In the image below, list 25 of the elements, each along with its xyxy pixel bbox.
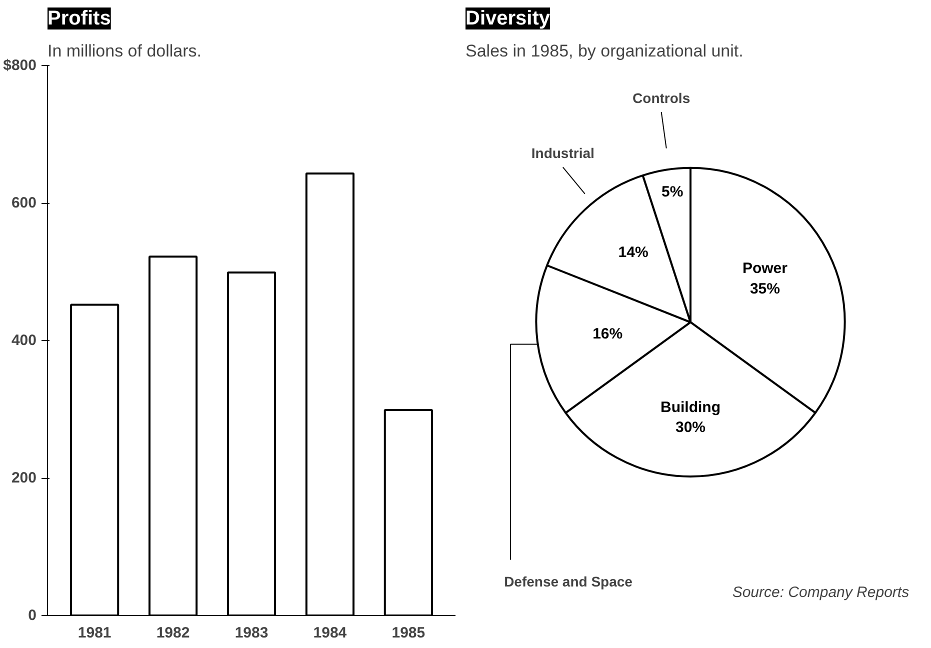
chart-subtitle: Sales in 1985, by organizational unit. <box>466 42 744 60</box>
chart-title: Diversity <box>466 8 551 30</box>
y-tick-label: 600 <box>11 194 37 212</box>
slice-label: Industrial <box>531 145 594 162</box>
slice-label: Building <box>660 398 721 416</box>
data-label: 14% <box>618 244 648 262</box>
data-label: 30% <box>675 419 706 436</box>
x-tick-label: 1983 <box>234 624 268 642</box>
y-tick-label: 400 <box>11 332 37 349</box>
x-tick-label: 1985 <box>392 624 426 642</box>
x-tick-label: 1984 <box>313 624 348 642</box>
y-tick-label: 200 <box>11 470 37 486</box>
chart-subtitle: In millions of dollars. <box>48 42 202 60</box>
slice-label: Controls <box>632 90 690 106</box>
data-label: 35% <box>750 280 780 298</box>
source-note: Source: Company Reports <box>732 584 910 601</box>
y-tick-label: 0 <box>28 607 36 624</box>
data-label: 5% <box>662 183 684 200</box>
slice-label: Power <box>742 260 788 278</box>
slice-label: Defense and Space <box>504 574 633 590</box>
x-tick-label: 1982 <box>156 624 190 642</box>
data-label: 16% <box>592 326 623 343</box>
x-tick-label: 1981 <box>78 624 112 642</box>
y-tick-label: $800 <box>3 57 37 74</box>
chart-title: Profits <box>48 8 111 30</box>
